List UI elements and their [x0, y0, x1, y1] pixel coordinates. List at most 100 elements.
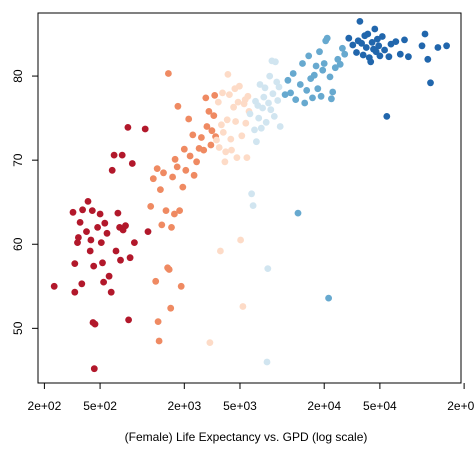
data-point — [310, 71, 318, 79]
data-point — [284, 76, 292, 84]
data-point — [226, 91, 233, 98]
data-point — [75, 234, 82, 241]
data-point — [276, 123, 284, 130]
data-point — [218, 121, 225, 129]
data-point — [383, 113, 391, 120]
data-point — [339, 44, 346, 52]
data-point — [275, 83, 283, 91]
data-point — [287, 89, 294, 97]
data-point — [375, 42, 383, 50]
data-point — [319, 66, 327, 74]
data-point — [193, 158, 201, 166]
y-tick-label: 80 — [11, 69, 25, 83]
data-point — [91, 320, 99, 328]
data-point — [86, 247, 94, 255]
data-point — [71, 288, 79, 296]
data-point — [167, 304, 175, 312]
data-point — [233, 154, 241, 162]
data-point — [90, 262, 98, 270]
data-point — [270, 113, 278, 120]
data-point — [234, 98, 242, 106]
data-point — [165, 266, 173, 273]
data-point — [262, 118, 270, 126]
data-point — [74, 239, 81, 247]
data-point — [299, 60, 306, 67]
data-point — [198, 134, 205, 141]
data-point — [289, 70, 297, 77]
data-point — [237, 236, 245, 244]
data-point — [168, 224, 175, 231]
data-point — [230, 103, 238, 111]
data-point — [341, 50, 349, 58]
data-point — [171, 155, 179, 163]
data-point — [336, 60, 344, 68]
data-point — [257, 124, 265, 132]
data-point — [219, 89, 226, 97]
data-point — [371, 25, 379, 33]
data-point — [211, 92, 219, 99]
data-point — [153, 165, 161, 173]
data-point — [169, 173, 177, 181]
data-point — [203, 123, 211, 130]
data-point — [76, 219, 84, 226]
data-point — [246, 110, 254, 118]
data-point — [174, 102, 182, 110]
data-point — [223, 116, 231, 124]
data-point — [345, 34, 353, 42]
data-point — [110, 151, 118, 159]
data-point — [221, 158, 229, 166]
data-point — [215, 144, 223, 151]
x-axis-title: (Female) Life Expectancy vs. GPD (log sc… — [125, 430, 368, 444]
data-point — [84, 198, 92, 205]
data-point — [224, 71, 232, 78]
data-point — [238, 132, 246, 140]
data-point — [207, 141, 215, 149]
y-tick-label: 50 — [11, 321, 25, 335]
data-point — [186, 152, 194, 160]
data-point — [314, 85, 322, 93]
data-point — [208, 127, 216, 135]
data-point — [358, 39, 365, 47]
data-point — [155, 337, 163, 345]
data-point — [305, 52, 313, 60]
data-point — [232, 118, 240, 125]
data-point — [202, 94, 210, 102]
data-point — [267, 106, 275, 114]
data-point — [253, 138, 260, 146]
data-point — [189, 131, 197, 139]
data-point — [147, 203, 155, 210]
data-point — [251, 126, 258, 134]
data-point — [434, 44, 442, 51]
data-point — [126, 254, 134, 262]
data-point — [260, 93, 268, 101]
data-point — [392, 38, 400, 45]
data-point — [94, 224, 101, 231]
data-point — [124, 124, 132, 131]
data-point — [256, 81, 264, 88]
data-point — [401, 36, 408, 44]
data-point — [97, 239, 105, 247]
data-point — [376, 52, 384, 60]
x-tick-label: 2e+05 — [447, 399, 474, 413]
data-point — [100, 278, 107, 286]
data-point — [331, 64, 339, 72]
y-axis: 50 60 70 80 — [11, 69, 38, 335]
data-point — [418, 42, 426, 50]
data-point — [309, 94, 316, 102]
data-point — [239, 303, 247, 310]
data-point — [90, 365, 98, 373]
data-point — [228, 146, 235, 154]
x-tick-label: 2e+04 — [307, 399, 341, 413]
data-point — [222, 148, 230, 156]
data-point — [266, 72, 274, 80]
data-point — [83, 228, 90, 236]
data-point — [99, 259, 106, 267]
data-point — [213, 136, 220, 144]
data-point — [303, 87, 311, 94]
data-point — [128, 160, 136, 167]
data-point — [328, 95, 335, 103]
data-point — [117, 256, 124, 264]
data-point — [443, 42, 450, 50]
data-point — [108, 166, 116, 174]
